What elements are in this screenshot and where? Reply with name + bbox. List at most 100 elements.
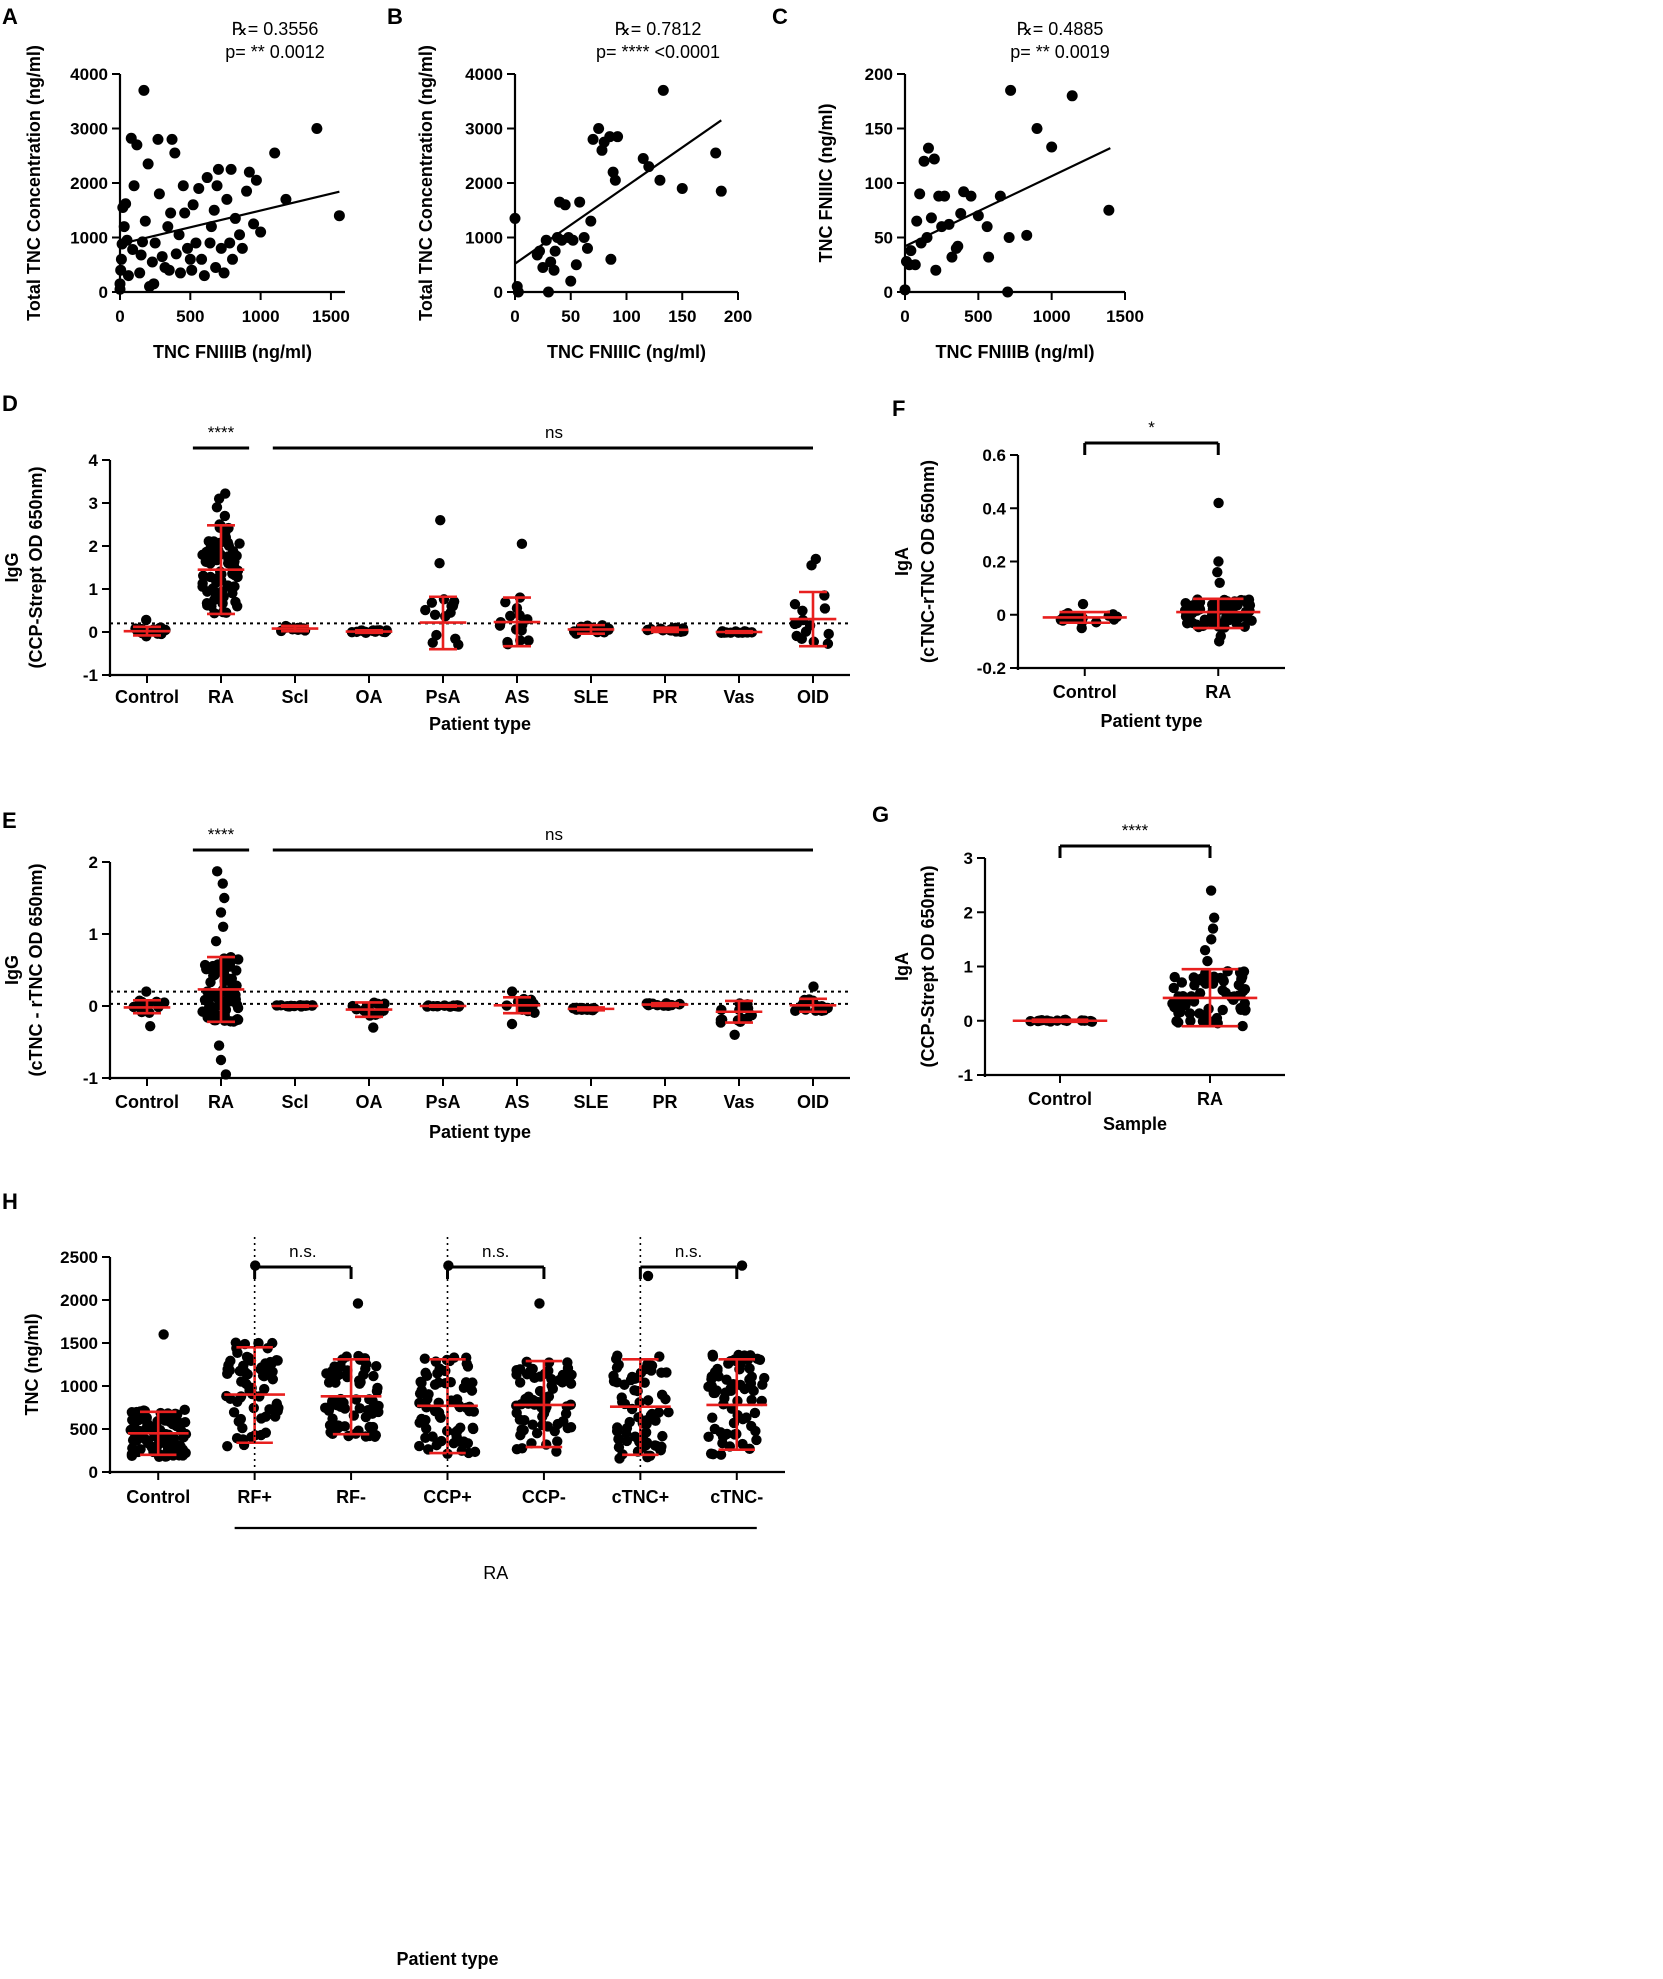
data-point — [946, 251, 958, 263]
data-point — [170, 248, 182, 260]
data-point — [222, 580, 234, 591]
data-point — [141, 1412, 152, 1424]
y-axis-label: Total TNC Concentration (ng/ml) — [24, 45, 44, 321]
x-tick-label: 1000 — [1033, 307, 1071, 326]
data-point — [217, 921, 229, 932]
data-point — [461, 1352, 472, 1363]
data-point — [156, 251, 168, 263]
data-point — [211, 180, 223, 192]
data-point — [202, 548, 213, 559]
data-point — [210, 936, 222, 947]
data-point — [806, 560, 817, 571]
x-tick-label: 1500 — [312, 307, 350, 326]
data-point — [260, 1427, 272, 1438]
category-label: RA — [208, 1092, 234, 1112]
y-tick-label: 0 — [89, 1463, 98, 1482]
data-point — [204, 237, 216, 249]
data-point — [925, 212, 937, 224]
data-point — [142, 1436, 153, 1447]
data-point — [629, 1385, 640, 1396]
data-point — [193, 182, 205, 194]
data-point — [235, 1413, 247, 1425]
y-axis-label: TNC FNIIIC (ng/ml) — [816, 104, 836, 263]
category-label: CCP+ — [423, 1487, 472, 1507]
x-axis-label: TNC FNIIIB (ng/ml) — [936, 342, 1095, 362]
data-point — [327, 1375, 338, 1386]
data-point — [447, 600, 459, 612]
y-axis-label: IgG — [2, 553, 22, 583]
data-point — [611, 1426, 623, 1437]
data-point — [431, 1439, 442, 1451]
data-point — [223, 540, 235, 551]
significance-label: **** — [208, 825, 235, 844]
data-point — [1214, 577, 1225, 588]
data-point — [370, 1430, 382, 1441]
data-point — [715, 1449, 727, 1460]
regression-line — [514, 119, 722, 265]
data-point — [333, 210, 345, 222]
data-point — [1168, 982, 1179, 994]
data-point — [516, 538, 528, 550]
data-point — [241, 185, 253, 197]
data-point — [152, 133, 164, 145]
data-point — [621, 1435, 633, 1447]
data-point — [1103, 204, 1115, 216]
data-point — [559, 199, 571, 211]
data-point — [238, 1439, 250, 1451]
y-tick-label: 1000 — [465, 229, 503, 248]
data-point — [514, 1377, 526, 1388]
data-point — [612, 131, 624, 143]
data-point — [613, 1433, 624, 1445]
y-tick-label: 2000 — [465, 174, 503, 193]
data-point — [655, 1443, 666, 1455]
y-tick-label: 1 — [89, 925, 98, 944]
data-point — [516, 1424, 527, 1435]
data-point — [327, 1395, 338, 1407]
data-point — [1046, 141, 1058, 153]
data-point — [1021, 229, 1033, 241]
data-point — [269, 147, 281, 159]
data-point — [707, 1412, 718, 1423]
data-point — [219, 510, 231, 522]
category-label: Control — [1053, 682, 1117, 702]
data-point — [663, 1406, 674, 1418]
y-axis-sublabel: (cTNC-rTNC OD 650nm) — [918, 460, 938, 663]
data-point — [909, 259, 921, 271]
category-label: RF+ — [237, 1487, 272, 1507]
data-point — [166, 133, 178, 145]
data-point — [164, 1416, 175, 1427]
data-point — [640, 1427, 652, 1438]
data-point — [207, 989, 218, 1001]
category-label: Control — [1028, 1089, 1092, 1109]
data-point — [741, 1412, 752, 1423]
data-point — [367, 1408, 378, 1419]
y-axis-sublabel: (cTNC - rTNC OD 650nm) — [26, 863, 46, 1076]
data-point — [911, 215, 923, 227]
x-tick-label: 1500 — [1106, 307, 1144, 326]
data-point — [707, 1449, 719, 1460]
x-tick-label: 0 — [510, 307, 519, 326]
y-tick-label: 500 — [70, 1420, 98, 1439]
data-point — [146, 256, 158, 268]
data-point — [1179, 605, 1191, 616]
stat-p: p= **** <0.0001 — [596, 42, 720, 62]
data-point — [610, 1353, 622, 1365]
data-point — [236, 1376, 247, 1387]
data-point — [551, 1446, 562, 1457]
data-point — [527, 1419, 538, 1430]
y-tick-label: 1000 — [70, 229, 108, 248]
panel-label-H: H — [2, 1189, 18, 1214]
data-point — [223, 993, 234, 1005]
data-point — [469, 1446, 481, 1458]
y-tick-label: 0 — [997, 606, 1006, 625]
category-label: cTNC+ — [612, 1487, 670, 1507]
y-tick-label: 0 — [99, 283, 108, 302]
data-point — [512, 286, 524, 298]
data-point — [364, 1421, 375, 1433]
data-point — [514, 1364, 526, 1375]
data-point — [1169, 971, 1180, 983]
x-axis-label: Sample — [1103, 1114, 1167, 1134]
category-label: Control — [115, 687, 179, 707]
panel-label-F: F — [892, 396, 905, 421]
data-point — [217, 598, 228, 609]
